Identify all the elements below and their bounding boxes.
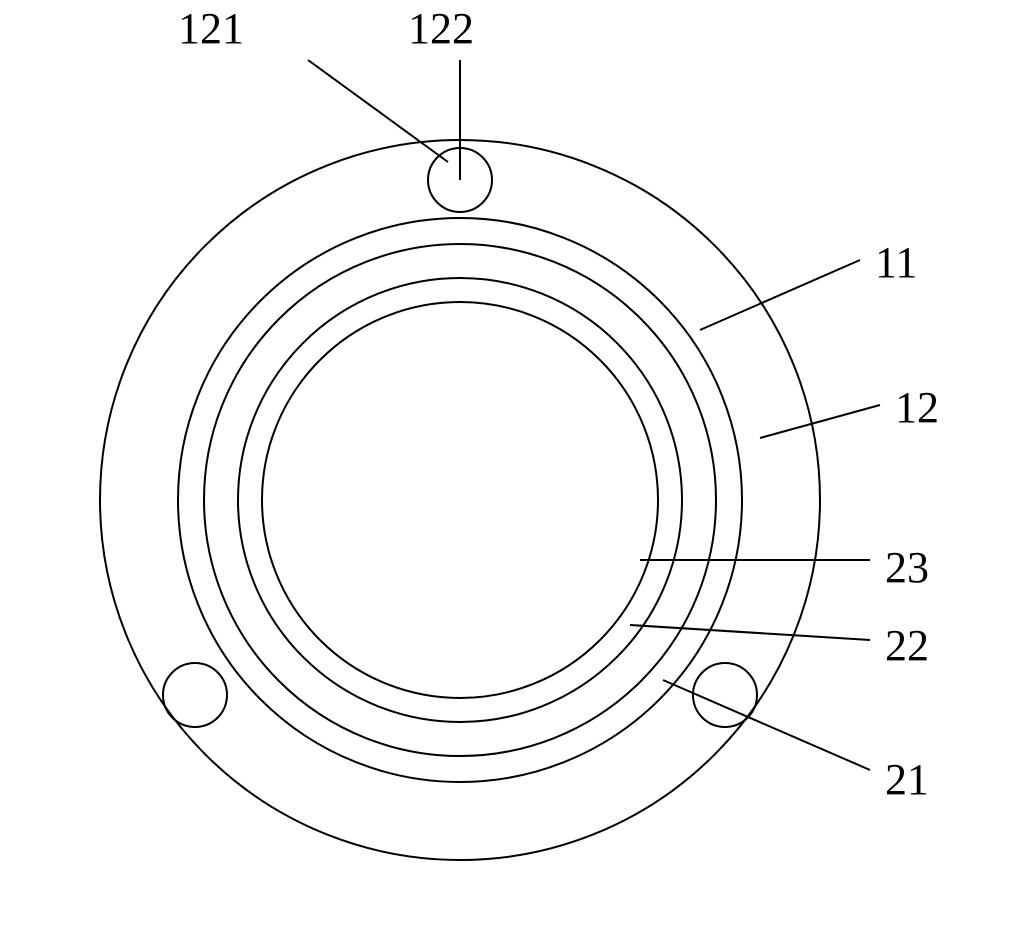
- third-ring: [204, 244, 716, 756]
- mounting-hole-bottom-left: [163, 663, 227, 727]
- leader-line-21: [663, 680, 870, 770]
- label-122: 122: [408, 3, 474, 54]
- fourth-ring: [238, 278, 682, 722]
- leader-line-22: [630, 625, 870, 640]
- diagram-svg: [0, 0, 1014, 938]
- outer-ring: [100, 140, 820, 860]
- label-22: 22: [885, 620, 929, 671]
- leader-line-12: [760, 405, 880, 438]
- label-121: 121: [178, 3, 244, 54]
- label-21: 21: [885, 754, 929, 805]
- leader-line-121: [308, 60, 448, 162]
- leader-line-11: [700, 260, 860, 330]
- label-11: 11: [875, 237, 917, 288]
- inner-ring: [262, 302, 658, 698]
- label-12: 12: [895, 382, 939, 433]
- technical-diagram: 121 122 11 12 23 22 21: [0, 0, 1014, 938]
- label-23: 23: [885, 542, 929, 593]
